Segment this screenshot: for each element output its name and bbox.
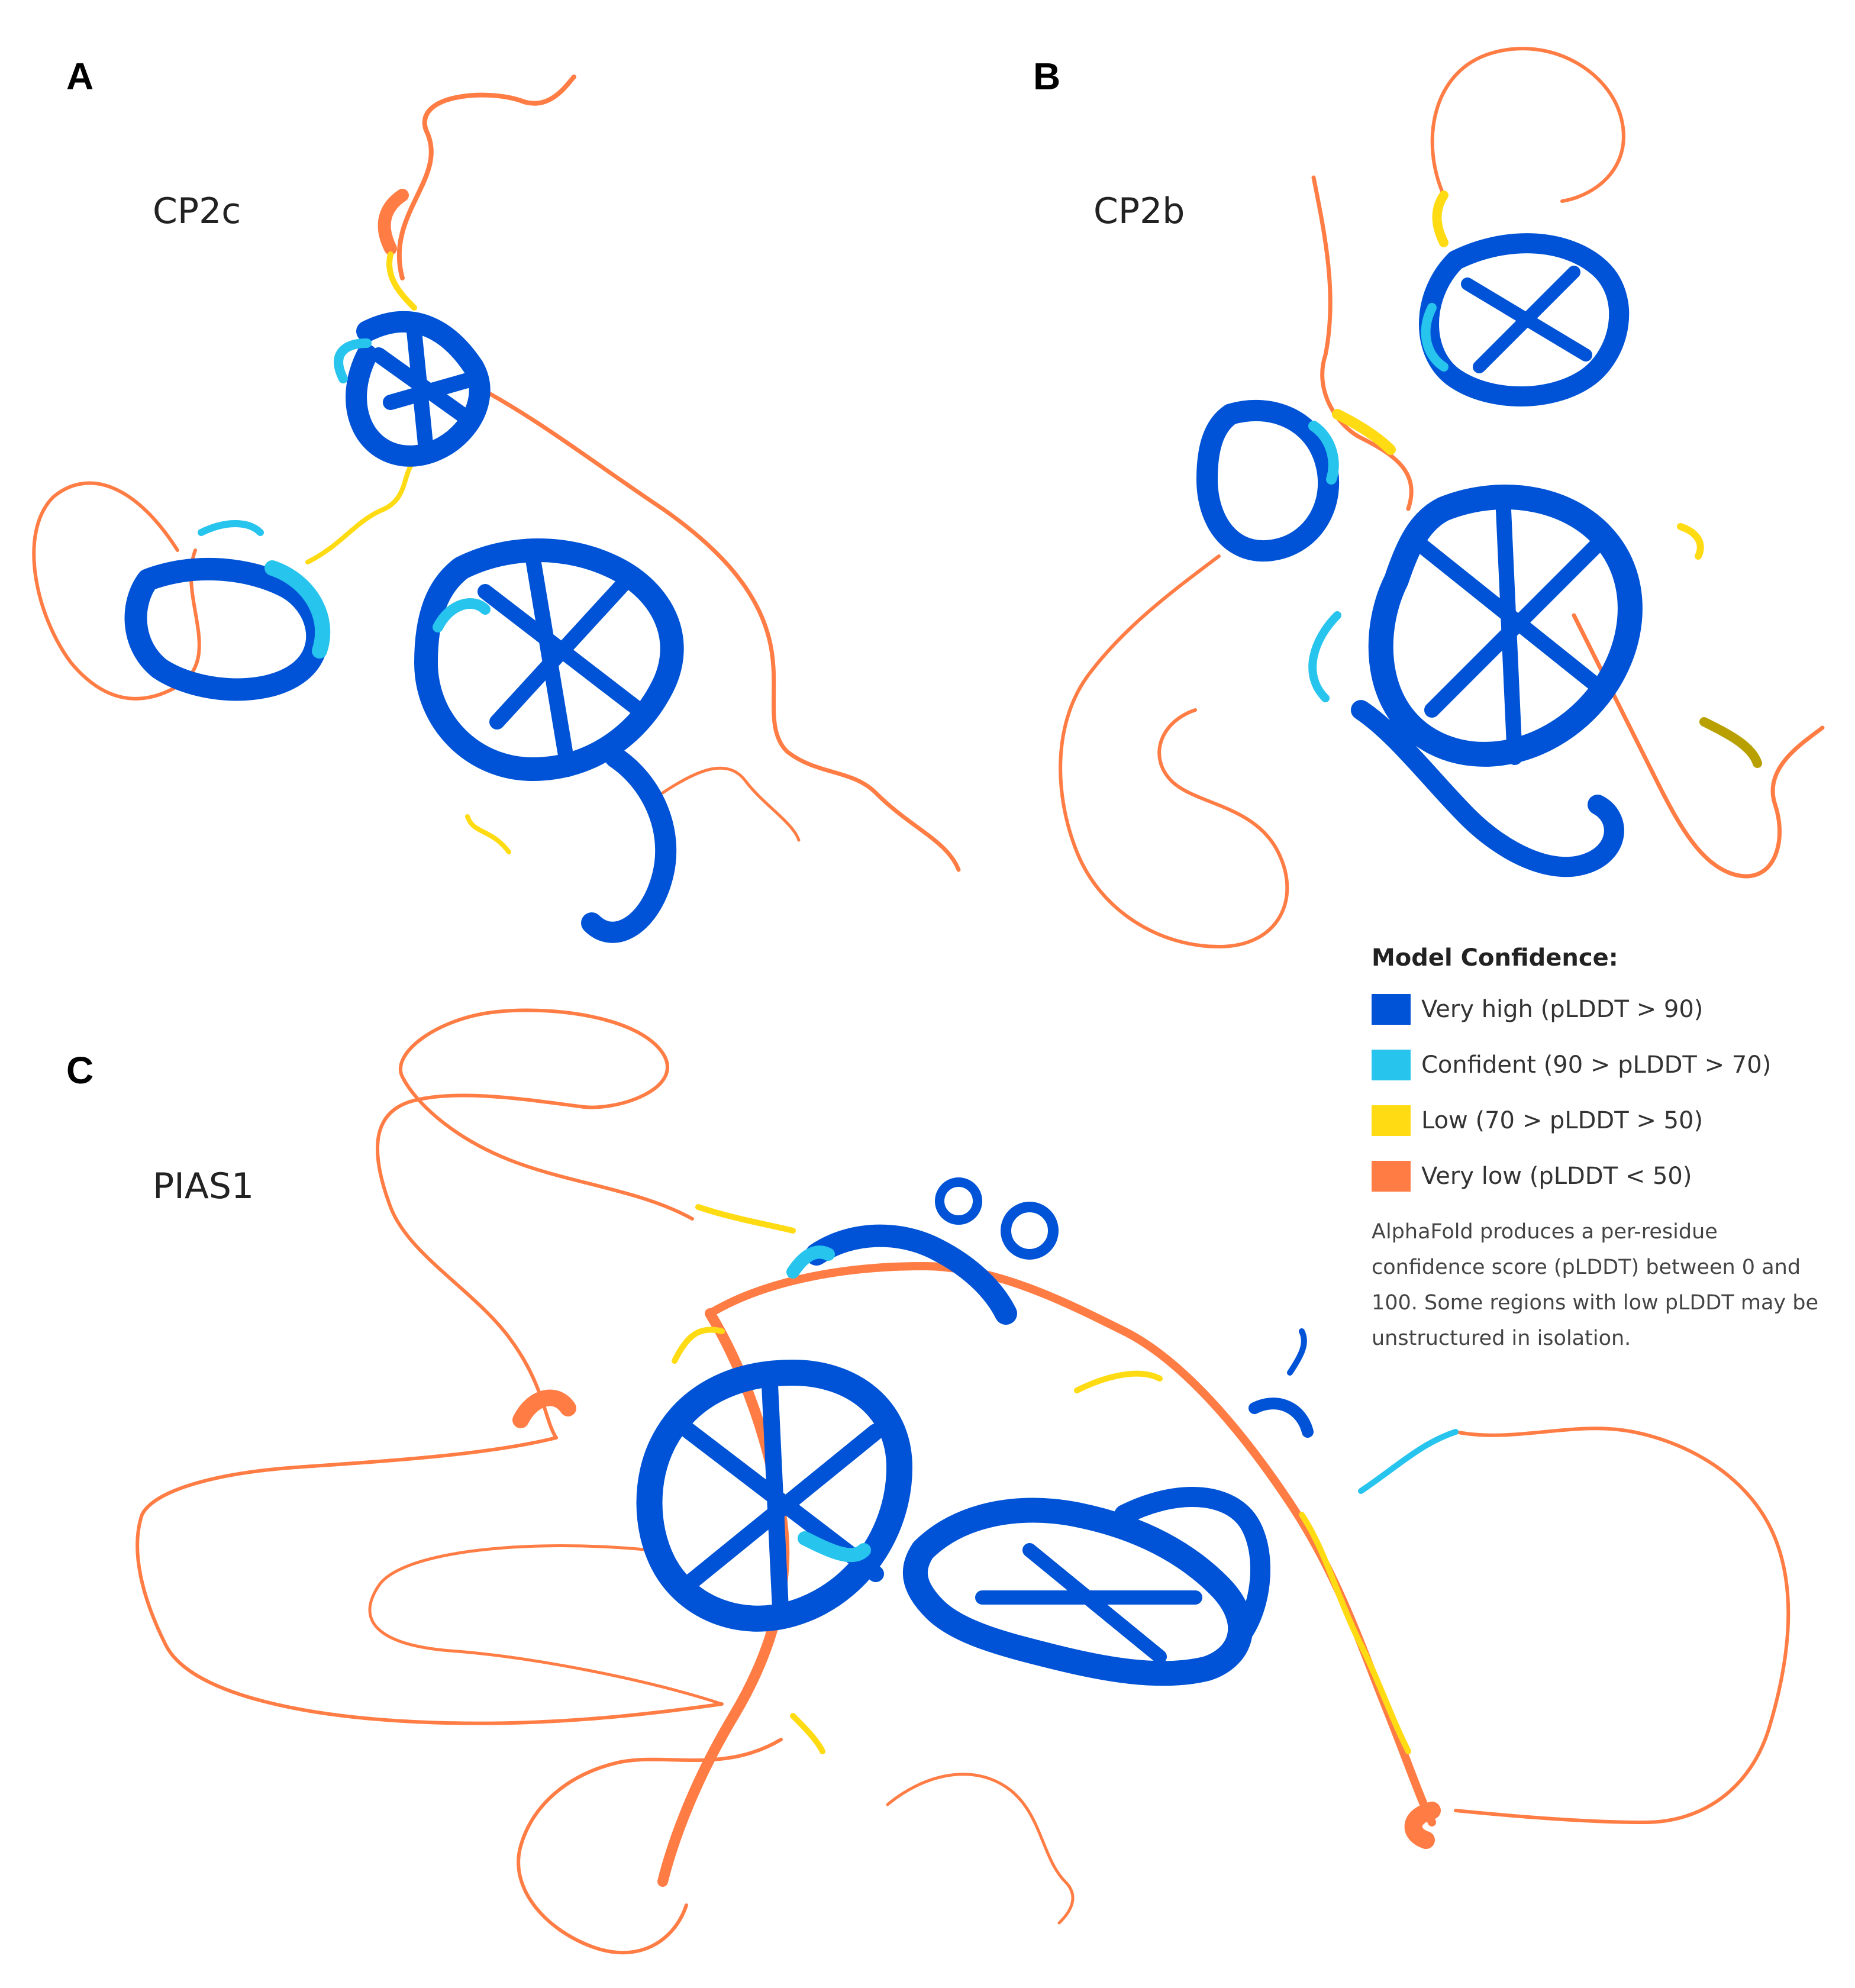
pias1-domain-core — [1287, 1328, 1307, 1376]
panel-label-b: B — [1033, 55, 1061, 98]
cp2c-confident-region — [198, 520, 264, 536]
cp2c-disordered-loop — [396, 75, 576, 280]
cp2b-confident-region — [1421, 303, 1448, 372]
cp2c-domain-core — [414, 538, 684, 781]
cp2b-confident-region — [1308, 611, 1341, 702]
cp2b-linker — [1332, 409, 1396, 455]
protein-name-cp2b: CP2b — [1093, 191, 1185, 232]
cp2c-confident-region — [433, 598, 491, 632]
pias1-disordered-loop — [368, 1544, 724, 1706]
pias1-disordered-loop — [517, 1738, 783, 1955]
pias1-confident-region — [798, 1531, 871, 1563]
structure-cp2b — [1059, 47, 1825, 948]
pias1-disordered-loop — [886, 1773, 1075, 1925]
cp2b-disordered-loop — [1059, 554, 1289, 948]
cp2b-disordered-loop — [1311, 175, 1414, 511]
legend-title: Model Confidence: — [1372, 944, 1618, 972]
cp2c-linker — [386, 251, 417, 311]
pias1-disordered-loop — [136, 1436, 724, 1725]
pias1-domain-core — [1249, 1398, 1314, 1438]
pias1-disordered-loop — [1454, 1427, 1791, 1824]
confidence-legend: Model Confidence: Very high (pLDDT > 90)… — [1372, 944, 1833, 1356]
pias1-disordered-loop — [399, 1008, 694, 1221]
cp2c-domain-core — [371, 324, 481, 457]
legend-label-very-high: Very high (pLDDT > 90) — [1421, 996, 1704, 1023]
cp2b-domain-core — [1196, 399, 1340, 562]
pias1-linker — [695, 1204, 796, 1234]
cp2b-domain-core — [1368, 485, 1643, 767]
legend-item-very-low: Very low (pLDDT < 50) — [1372, 1158, 1833, 1194]
cp2c-domain-core — [346, 311, 491, 467]
cp2c-domain-core — [478, 548, 647, 777]
pias1-domain-core — [975, 1543, 1202, 1664]
swatch-very-high — [1372, 994, 1411, 1025]
protein-name-pias1: PIAS1 — [153, 1166, 254, 1207]
pias1-disordered-loop — [512, 1389, 576, 1428]
pias1-helix-coil — [935, 1177, 982, 1225]
cp2c-disordered-loop — [459, 376, 961, 872]
cp2c-confident-region — [264, 560, 331, 659]
pias1-disordered-loop — [375, 1093, 582, 1440]
panel-label-a: A — [66, 55, 94, 98]
legend-item-very-high: Very high (pLDDT > 90) — [1372, 992, 1833, 1027]
cp2c-confident-region — [334, 338, 372, 383]
structure-pias1 — [136, 1008, 1791, 1955]
pias1-confident-region — [786, 1245, 835, 1279]
cp2b-confident-region — [1308, 421, 1339, 485]
pias1-linker — [1299, 1512, 1411, 1754]
pias1-linker — [790, 1713, 825, 1754]
cp2b-domain-core — [1351, 700, 1624, 877]
cp2b-linker — [1432, 191, 1448, 247]
protein-name-cp2c: CP2c — [153, 191, 241, 232]
swatch-very-low — [1372, 1161, 1411, 1192]
cp2c-domain-core — [124, 557, 329, 701]
pias1-linker — [672, 1327, 725, 1364]
pias1-domain-core — [1114, 1487, 1270, 1643]
structure-cp2c — [32, 75, 961, 943]
cp2b-disordered-loop — [1430, 47, 1625, 203]
pias1-linker — [1358, 1429, 1459, 1494]
pias1-domain-core — [902, 1498, 1253, 1686]
swatch-confident — [1372, 1050, 1411, 1080]
legend-label-low: Low (70 > pLDDT > 50) — [1421, 1107, 1704, 1134]
pias1-helix-coil — [1001, 1202, 1059, 1260]
cp2b-domain-core — [1412, 489, 1605, 765]
cp2c-linker — [305, 459, 417, 564]
swatch-low — [1372, 1105, 1411, 1136]
pias1-linker — [1074, 1370, 1163, 1393]
cp2b-disordered-loop — [1572, 613, 1825, 879]
legend-item-low: Low (70 > pLDDT > 50) — [1372, 1103, 1833, 1138]
cp2c-disordered-loop — [32, 481, 201, 701]
cp2b-linker — [1677, 523, 1704, 560]
legend-description: AlphaFold produces a per-residue confide… — [1372, 1220, 1819, 1350]
panel-label-c: C — [66, 1049, 94, 1092]
pias1-helix — [805, 1224, 1017, 1325]
cp2c-disordered-loop — [378, 189, 409, 255]
cp2c-domain-core — [581, 747, 677, 943]
cp2b-linker — [1699, 717, 1762, 768]
legend-label-confident: Confident (90 > pLDDT > 70) — [1421, 1051, 1772, 1079]
cp2c-disordered-loop — [661, 766, 801, 842]
legend-item-confident: Confident (90 > pLDDT > 70) — [1372, 1047, 1833, 1083]
cp2b-domain-core — [1461, 266, 1592, 373]
cp2c-linker — [465, 814, 511, 854]
pias1-disordered-loop — [1404, 1802, 1441, 1849]
legend-label-very-low: Very low (pLDDT < 50) — [1421, 1163, 1692, 1190]
